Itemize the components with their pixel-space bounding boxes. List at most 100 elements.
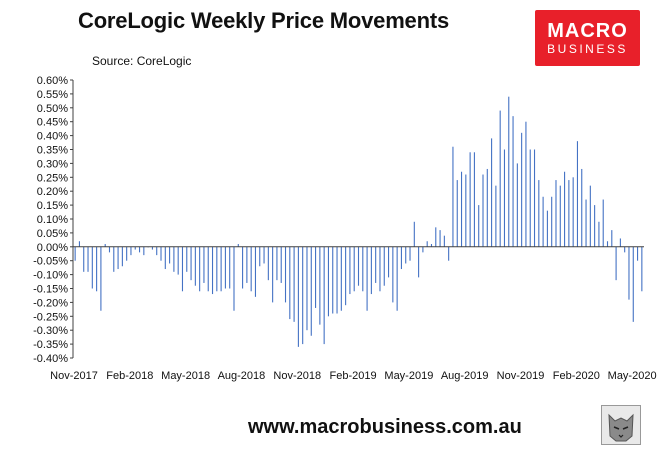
bar [229,246,231,289]
bar [104,244,106,247]
bar [499,110,501,247]
bar [598,221,600,247]
bar [151,246,153,250]
y-tick-label: 0.40% [37,131,68,143]
y-tick-label: 0.30% [37,158,68,170]
bar [533,149,536,247]
bar [211,246,214,295]
bar [602,199,604,247]
bar [138,246,141,253]
y-tick-label: -0.40% [33,353,68,365]
bar [280,246,282,283]
bar [83,246,85,272]
bar [508,96,510,247]
bar [551,196,553,247]
bar [349,246,351,295]
x-tick-label: Aug-2018 [218,370,266,382]
bar [542,196,544,247]
y-tick-label: 0.35% [37,145,68,157]
y-tick-label: 0.10% [37,214,68,226]
x-tick-label: Aug-2019 [441,370,489,382]
bar [619,238,621,247]
bar [74,246,76,261]
bar [486,168,488,247]
bar [460,171,463,247]
bar [340,246,342,311]
source-label: Source: CoreLogic [92,54,192,68]
y-axis: 0.60% 0.55% 0.50% 0.45% 0.40% 0.35%0.30% 0.25%… [33,75,74,365]
bar [315,246,317,308]
y-tick-label: 0.00% [37,242,68,254]
bar [143,246,145,256]
bar [130,246,132,256]
bar [319,246,321,325]
bar [379,246,381,292]
bar [357,246,360,286]
bar [327,246,329,317]
bar [456,180,458,247]
bar [435,227,437,247]
bar [293,246,295,322]
bar [559,185,561,247]
y-tick-label: 0.15% [37,200,68,212]
bar [383,246,385,286]
y-tick-label: -0.30% [33,325,68,337]
footer-url[interactable]: www.macrobusiness.com.au [248,416,522,438]
bar [134,246,136,250]
bar [246,246,248,283]
bar [216,246,218,292]
bar [160,246,162,261]
bar [237,244,239,247]
bar [100,246,102,311]
y-tick-label: -0.35% [33,339,68,351]
bar [409,246,411,261]
x-tick-label: Nov-2019 [497,370,545,382]
bar [576,141,579,247]
x-tick-label: Nov-2018 [273,370,321,382]
bar [310,246,312,336]
bar [366,246,368,311]
bar [564,171,566,247]
bar [589,185,591,247]
bar [87,246,89,272]
bar [529,149,531,247]
y-tick-label: 0.55% [37,89,68,101]
bar [392,246,394,303]
bar [581,168,583,247]
bar [611,230,613,247]
bar [284,246,287,303]
bar [323,246,325,345]
bar [117,246,119,270]
logo-line-2: BUSINESS [547,42,628,56]
bar [585,199,587,247]
bar [413,221,415,247]
bar [272,246,274,303]
y-tick-label: 0.25% [37,172,68,184]
x-axis: Nov-2017 Feb-2018 May-2018 Aug-2018 Nov-2018… [50,246,657,382]
bar [375,246,377,283]
bar [370,246,372,295]
bar [263,246,265,264]
bar [465,174,467,247]
bar [452,146,454,247]
chart-title: CoreLogic Weekly Price Movements [78,8,449,33]
bar [469,152,471,247]
bar [259,246,261,267]
bar [503,149,506,247]
bar [418,246,420,278]
macrobusiness-logo: MACRO BUSINESS [535,10,640,66]
bar [568,180,570,247]
y-tick-label: -0.25% [33,311,68,323]
bar [289,246,291,320]
bar [422,246,424,253]
bar [336,246,338,314]
bar [353,246,355,292]
bar [396,246,398,311]
bar [594,205,596,247]
bar [538,180,540,247]
bar [302,246,304,345]
bar [169,246,171,264]
x-tick-label: May-2018 [161,370,210,382]
x-tick-label: Feb-2019 [330,370,377,382]
bar [516,163,518,247]
